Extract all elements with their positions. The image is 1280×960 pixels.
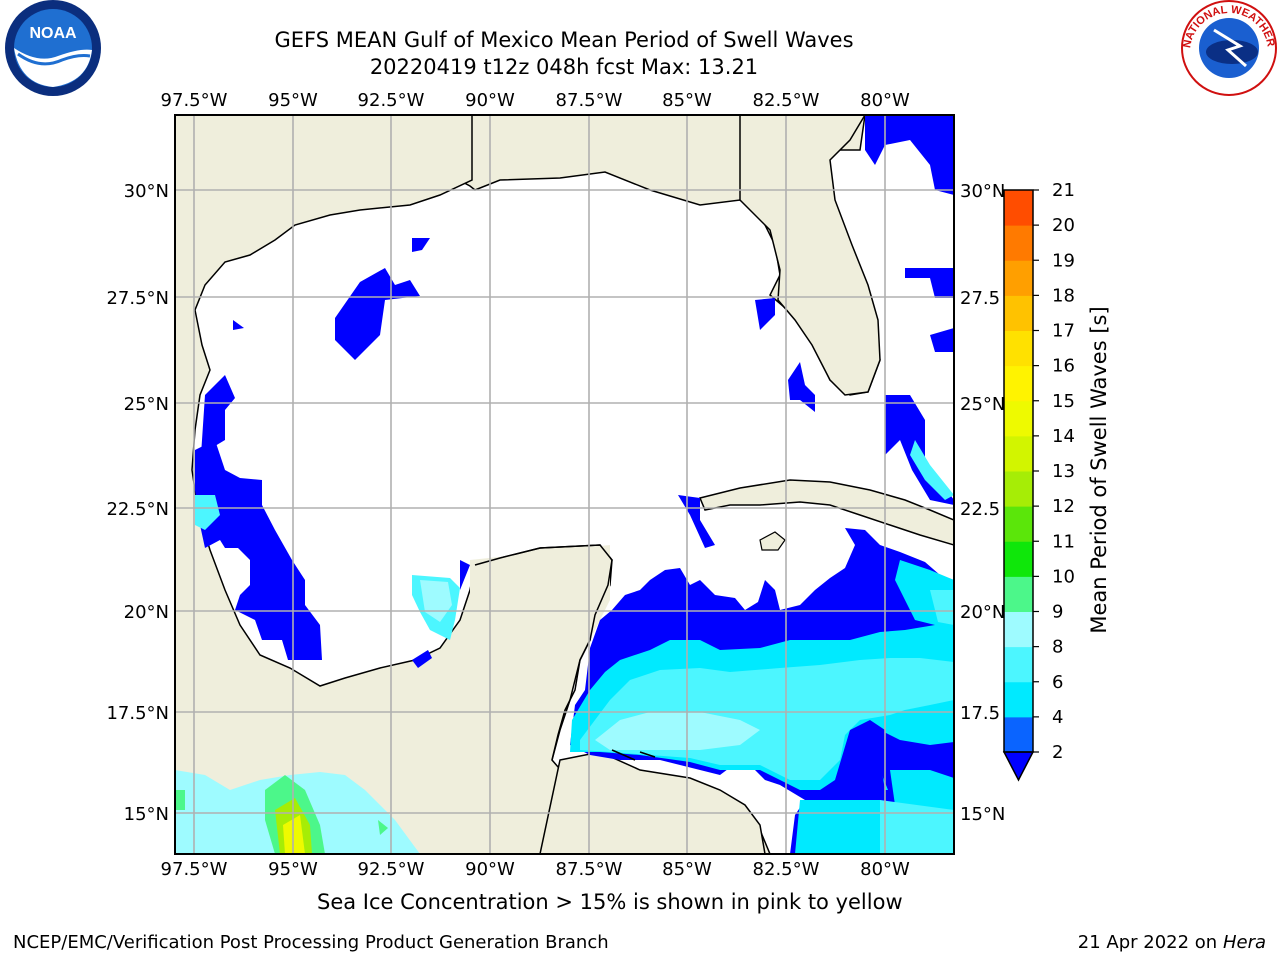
colorbar-tick-label: 21 xyxy=(1052,180,1075,201)
lon-label: 87.5°W xyxy=(556,90,623,111)
lat-label: 20°N xyxy=(124,602,169,623)
colorbar-tick-label: 4 xyxy=(1052,707,1063,728)
colorbar-label: Mean Period of Swell Waves [s] xyxy=(1087,306,1111,633)
lon-label: 92.5°W xyxy=(358,90,425,111)
lat-label: 17.5 xyxy=(960,703,1000,724)
land-cuba xyxy=(698,479,954,546)
footer-date-text: 21 Apr 2022 on xyxy=(1077,932,1223,953)
lon-label: 82.5°W xyxy=(753,859,820,880)
lat-label: 25°N xyxy=(124,394,169,415)
colorbar-tick-label: 20 xyxy=(1052,215,1075,236)
lat-label: 15°N xyxy=(124,804,169,825)
colorbar-tick-label: 18 xyxy=(1052,285,1075,306)
colorbar-tick-label: 11 xyxy=(1052,531,1075,552)
svg-text:NATIONAL WEATHER SERVICE: NATIONAL WEATHER SERVICE xyxy=(0,0,1277,51)
lon-label: 97.5°W xyxy=(161,859,228,880)
land-florida xyxy=(739,115,881,396)
lat-label: 27.5 xyxy=(960,288,1000,309)
lon-label: 87.5°W xyxy=(556,859,623,880)
colorbar-segment xyxy=(1004,190,1033,226)
sea-ice-caption: Sea Ice Concentration > 15% is shown in … xyxy=(317,890,903,914)
colorbar-tick-label: 10 xyxy=(1052,566,1075,587)
colorbar-tick-label: 17 xyxy=(1052,321,1075,342)
land-central-america xyxy=(539,751,766,854)
lon-label: 95°W xyxy=(268,859,318,880)
colorbar-segment xyxy=(1004,435,1033,472)
colorbar-segment xyxy=(1004,611,1033,648)
colorbar-segment xyxy=(1004,225,1033,261)
colorbar-segment xyxy=(1004,365,1033,402)
lon-label: 92.5°W xyxy=(358,859,425,880)
lat-label: 30°N xyxy=(124,181,169,202)
lon-labels-top: 97.5°W 95°W 92.5°W 90°W 87.5°W 85°W 82.5… xyxy=(161,90,910,111)
lat-label: 22.5 xyxy=(960,499,1000,520)
noaa-logo-text: NOAA xyxy=(29,25,77,42)
map-frame xyxy=(174,114,955,855)
colorbar-segment xyxy=(1004,400,1033,437)
colorbar-segment xyxy=(1004,681,1033,718)
colorbar-segment xyxy=(1004,541,1033,577)
lat-labels-left: 30°N 27.5°N 25°N 22.5°N 20°N 17.5°N 15°N xyxy=(106,181,169,825)
lon-label: 85°W xyxy=(662,859,712,880)
colorbar: 2 4 6 8 9 10 11 12 13 14 15 16 17 18 19 20 21 xyxy=(1002,180,1075,782)
nws-logo-text: NATIONAL WEATHER SERVICE xyxy=(0,0,1277,51)
lat-label: 27.5°N xyxy=(106,288,169,309)
graticule xyxy=(175,115,954,854)
colorbar-tick-label: 8 xyxy=(1052,637,1063,658)
lon-label: 85°W xyxy=(662,90,712,111)
footer-date: 21 Apr 2022 on Hera xyxy=(1078,932,1266,953)
lon-label: 95°W xyxy=(268,90,318,111)
footer-host: Hera xyxy=(1222,932,1266,953)
map-area xyxy=(175,115,954,854)
lat-label: 30°N xyxy=(960,181,1005,202)
lon-label: 90°W xyxy=(465,859,515,880)
lat-label: 22.5°N xyxy=(106,499,169,520)
lat-label: 20°N xyxy=(960,602,1005,623)
colorbar-tick-label: 6 xyxy=(1052,672,1063,693)
colorbar-tick-label: 2 xyxy=(1052,742,1063,763)
colorbar-tick-label: 16 xyxy=(1052,356,1075,377)
lon-label: 80°W xyxy=(860,859,910,880)
colorbar-tick-label: 13 xyxy=(1052,461,1075,482)
colorbar-segment xyxy=(1004,716,1033,753)
lon-label: 82.5°W xyxy=(753,90,820,111)
swell-field xyxy=(175,115,954,854)
colorbar-segment xyxy=(1004,506,1033,542)
colorbar-segment xyxy=(1004,260,1033,296)
colorbar-segment xyxy=(1004,471,1033,507)
colorbar-tick-label: 19 xyxy=(1052,250,1075,271)
lat-label: 17.5°N xyxy=(106,703,169,724)
colorbar-segment xyxy=(1004,576,1033,612)
colorbar-segment xyxy=(1004,295,1033,331)
lon-labels-bottom: 97.5°W 95°W 92.5°W 90°W 87.5°W 85°W 82.5… xyxy=(161,859,910,880)
colorbar-tick-label: 9 xyxy=(1052,602,1063,623)
colorbar-tick-label: 14 xyxy=(1052,426,1075,447)
colorbar-under-triangle xyxy=(1002,751,1035,782)
footer-branch: NCEP/EMC/Verification Post Processing Pr… xyxy=(13,932,609,953)
lon-label: 90°W xyxy=(465,90,515,111)
lat-label: 15°N xyxy=(960,804,1005,825)
lat-labels-right: 30°N 27.5 25°N 22.5 20°N 17.5 15°N xyxy=(960,181,1005,825)
colorbar-tick-label: 15 xyxy=(1052,391,1075,412)
colorbar-segment xyxy=(1004,330,1033,367)
nws-logo: NATIONAL WEATHER SERVICE xyxy=(0,0,1277,96)
lat-label: 25°N xyxy=(960,394,1005,415)
lon-label: 80°W xyxy=(860,90,910,111)
noaa-logo: NOAA xyxy=(5,0,101,96)
colorbar-tick-label: 12 xyxy=(1052,496,1075,517)
map-title: GEFS MEAN Gulf of Mexico Mean Period of … xyxy=(274,28,854,52)
colorbar-segment xyxy=(1004,646,1033,683)
lon-label: 97.5°W xyxy=(161,90,228,111)
map-subtitle: 20220419 t12z 048h fcst Max: 13.21 xyxy=(369,55,759,79)
